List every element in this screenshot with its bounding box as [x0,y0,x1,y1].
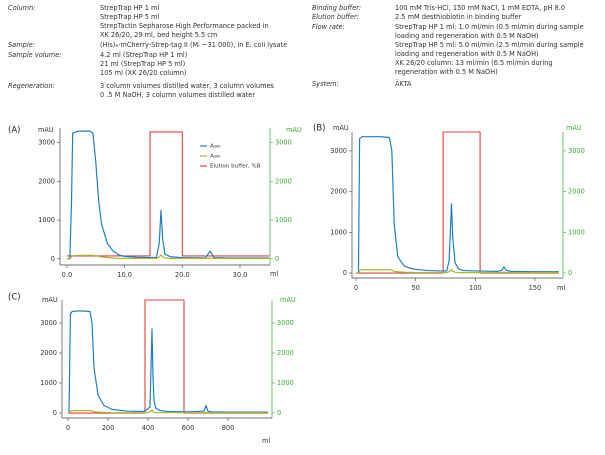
legend-label: A₂₆₀ [210,154,221,160]
condition-label: Column: [8,4,35,12]
x-tick-label: 0 [66,424,70,432]
legend-label: A₂₈₀ [210,144,221,150]
panel-label: (C) [8,293,21,303]
condition-value: 21 ml (StrepTrap HP 5 ml) [100,60,185,68]
x-tick-label: 800 [222,424,235,432]
condition-value: (His)₆-mCherry-Strep-tag II (Mᵣ ~31 000)… [100,41,287,49]
y-tick-label: 0 [51,255,55,263]
condition-value: 100 mM Tris-HCl, 150 mM NaCl, 1 mM EDTA,… [395,4,565,12]
trace [66,130,269,260]
y2-tick-label: 3000 [275,139,292,147]
x-tick-label: 400 [142,424,155,432]
condition-value: loading and regeneration with 0.5 M NaOH… [395,32,539,40]
condition-value: XK 26/20, 29 ml, bed height 5.5 cm [100,31,217,39]
condition-label: Sample volume: [8,51,61,59]
x-tick-label: 600 [182,424,195,432]
x-tick-label: 30.0 [233,271,248,279]
y-tick-label: 1000 [38,216,55,224]
y-tick-label: 3000 [40,319,57,327]
y2-tick-label: 1000 [275,216,292,224]
trace [68,310,268,414]
y2-tick-label: 2000 [275,177,292,185]
condition-value: StrepTrap HP 1 ml: 1.0 ml/min (0.5 ml/mi… [395,23,584,31]
condition-label: System: [312,80,339,88]
x-tick-label: 0 [354,284,358,292]
x-tick-label: 100 [469,284,482,292]
y2-tick-label: 2000 [568,188,585,196]
trace [356,131,559,274]
y-axis-label: mAU [333,124,349,132]
x-tick-label: 0.0 [62,271,73,279]
y2-tick-label: 1000 [568,228,585,236]
x-tick-label: 200 [102,424,115,432]
y-tick-label: 3000 [330,147,347,155]
panel-label: (A) [8,126,20,136]
condition-value: regeneration with 0.5 M NaOH) [395,68,498,76]
condition-value: 4.2 ml (StrepTrap HP 1 ml) [100,51,187,59]
x-tick-label: 20.0 [175,271,190,279]
condition-label: Binding buffer: [312,4,361,12]
y2-tick-label: 3000 [568,147,585,155]
y-tick-label: 0 [343,269,347,277]
x-tick-label: 10.0 [117,271,132,279]
condition-value: 3 column volumes distilled water, 3 colu… [100,82,275,90]
condition-label: Elution buffer: [312,13,359,21]
condition-value: StrepTrap HP 1 ml [100,4,159,12]
trace [356,269,559,274]
trace [66,254,269,260]
y2-axis-label: mAU [566,124,582,132]
y-tick-label: 1000 [330,228,347,236]
y-tick-label: 2000 [38,177,55,185]
y2-tick-label: 1000 [277,379,294,387]
y2-tick-label: 2000 [277,349,294,357]
y-tick-label: 2000 [330,188,347,196]
condition-value: StrepTrap HP 5 ml [100,13,159,21]
condition-label: Sample: [8,41,35,49]
condition-value: StrepTrap HP 5 ml: 5.0 ml/min (2.5 ml/mi… [395,41,584,49]
y2-tick-label: 3000 [277,319,294,327]
y-tick-label: 0 [53,409,57,417]
condition-value: XK 26/20 column: 13 ml/min (6.5 ml/min d… [395,59,553,67]
condition-value: 105 ml (XK 26/20 column) [100,69,187,77]
y-axis-label: mAU [42,296,58,304]
condition-value: StrepTactin Sepharose High Performance p… [100,22,269,30]
trace [356,136,559,274]
x-axis-label: ml [270,270,278,278]
x-tick-label: 50 [411,284,419,292]
y-tick-label: 2000 [40,349,57,357]
y2-tick-label: 0 [275,255,279,263]
legend-label: Elution buffer, %B [210,164,261,170]
condition-label: Regeneration: [8,82,55,90]
trace [66,131,269,257]
condition-value: 2.5 mM desthiobiotin in binding buffer [395,13,522,21]
y-axis-label: mAU [38,126,54,134]
condition-label: Flow rate: [312,23,345,31]
panel-label: (B) [313,124,325,134]
x-axis-label: ml [262,437,270,445]
y-tick-label: 1000 [40,379,57,387]
y-tick-label: 3000 [38,139,55,147]
trace [68,409,268,414]
x-axis-label: ml [557,284,565,292]
y2-axis-label: mAU [286,126,302,134]
condition-value: 0 .5 M NaOH, 3 column volumes distilled … [100,91,255,99]
y2-tick-label: 0 [568,269,572,277]
x-tick-label: 150 [529,284,542,292]
y2-tick-label: 0 [277,409,281,417]
y2-axis-label: mAU [280,296,296,304]
condition-value: loading and regeneration with 0.5 M NaOH… [395,50,539,58]
condition-value: ÄKTA [395,79,412,88]
